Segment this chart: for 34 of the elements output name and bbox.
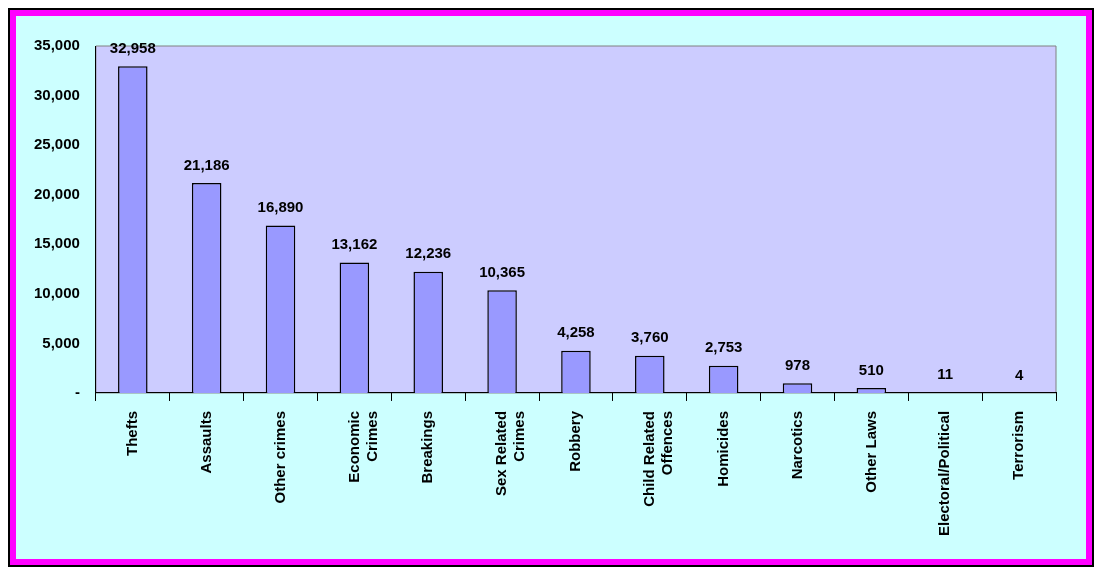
data-label: 11 [937, 365, 954, 383]
data-label: 12,236 [405, 244, 452, 262]
x-tick-label: Other Laws [861, 410, 879, 493]
data-label: 13,162 [331, 235, 378, 253]
data-label: 10,365 [479, 262, 526, 280]
x-tick-label: Sex Related Crimes [492, 410, 528, 496]
x-tick-label: Economic Crimes [344, 410, 380, 483]
y-tick-label: 5,000 [42, 333, 80, 351]
y-tick-label: 20,000 [33, 184, 80, 202]
x-tick-label: Electoral/Political [935, 410, 953, 536]
x-tick-label: Assaults [196, 410, 214, 474]
x-tick-label: Narcotics [787, 410, 805, 480]
y-tick-label: 15,000 [33, 234, 80, 252]
data-label: 3,760 [631, 328, 669, 346]
data-label: 16,890 [257, 198, 304, 216]
y-tick-label: 30,000 [33, 85, 80, 103]
y-tick-label: 10,000 [33, 283, 80, 301]
y-tick-label: - [74, 383, 80, 401]
x-tick-label: Child Related Offences [639, 410, 675, 507]
data-label: 21,186 [183, 155, 230, 173]
data-label: 2,753 [704, 338, 743, 356]
data-label: 4 [1014, 365, 1024, 383]
x-tick-label: Breakings [418, 410, 436, 484]
data-label: 978 [784, 355, 811, 373]
x-tick-label: Thefts [122, 410, 140, 456]
data-label: 4,258 [557, 323, 595, 341]
y-tick-label: 35,000 [33, 36, 80, 54]
x-tick-label: Terrorism [1009, 410, 1027, 480]
y-tick-label: 25,000 [33, 135, 80, 153]
data-label: 32,958 [109, 38, 156, 56]
data-label: 510 [858, 360, 884, 378]
x-tick-label: Robbery [566, 410, 584, 472]
x-tick-label: Other crimes [270, 410, 288, 504]
x-tick-label: Homicides [713, 410, 731, 487]
